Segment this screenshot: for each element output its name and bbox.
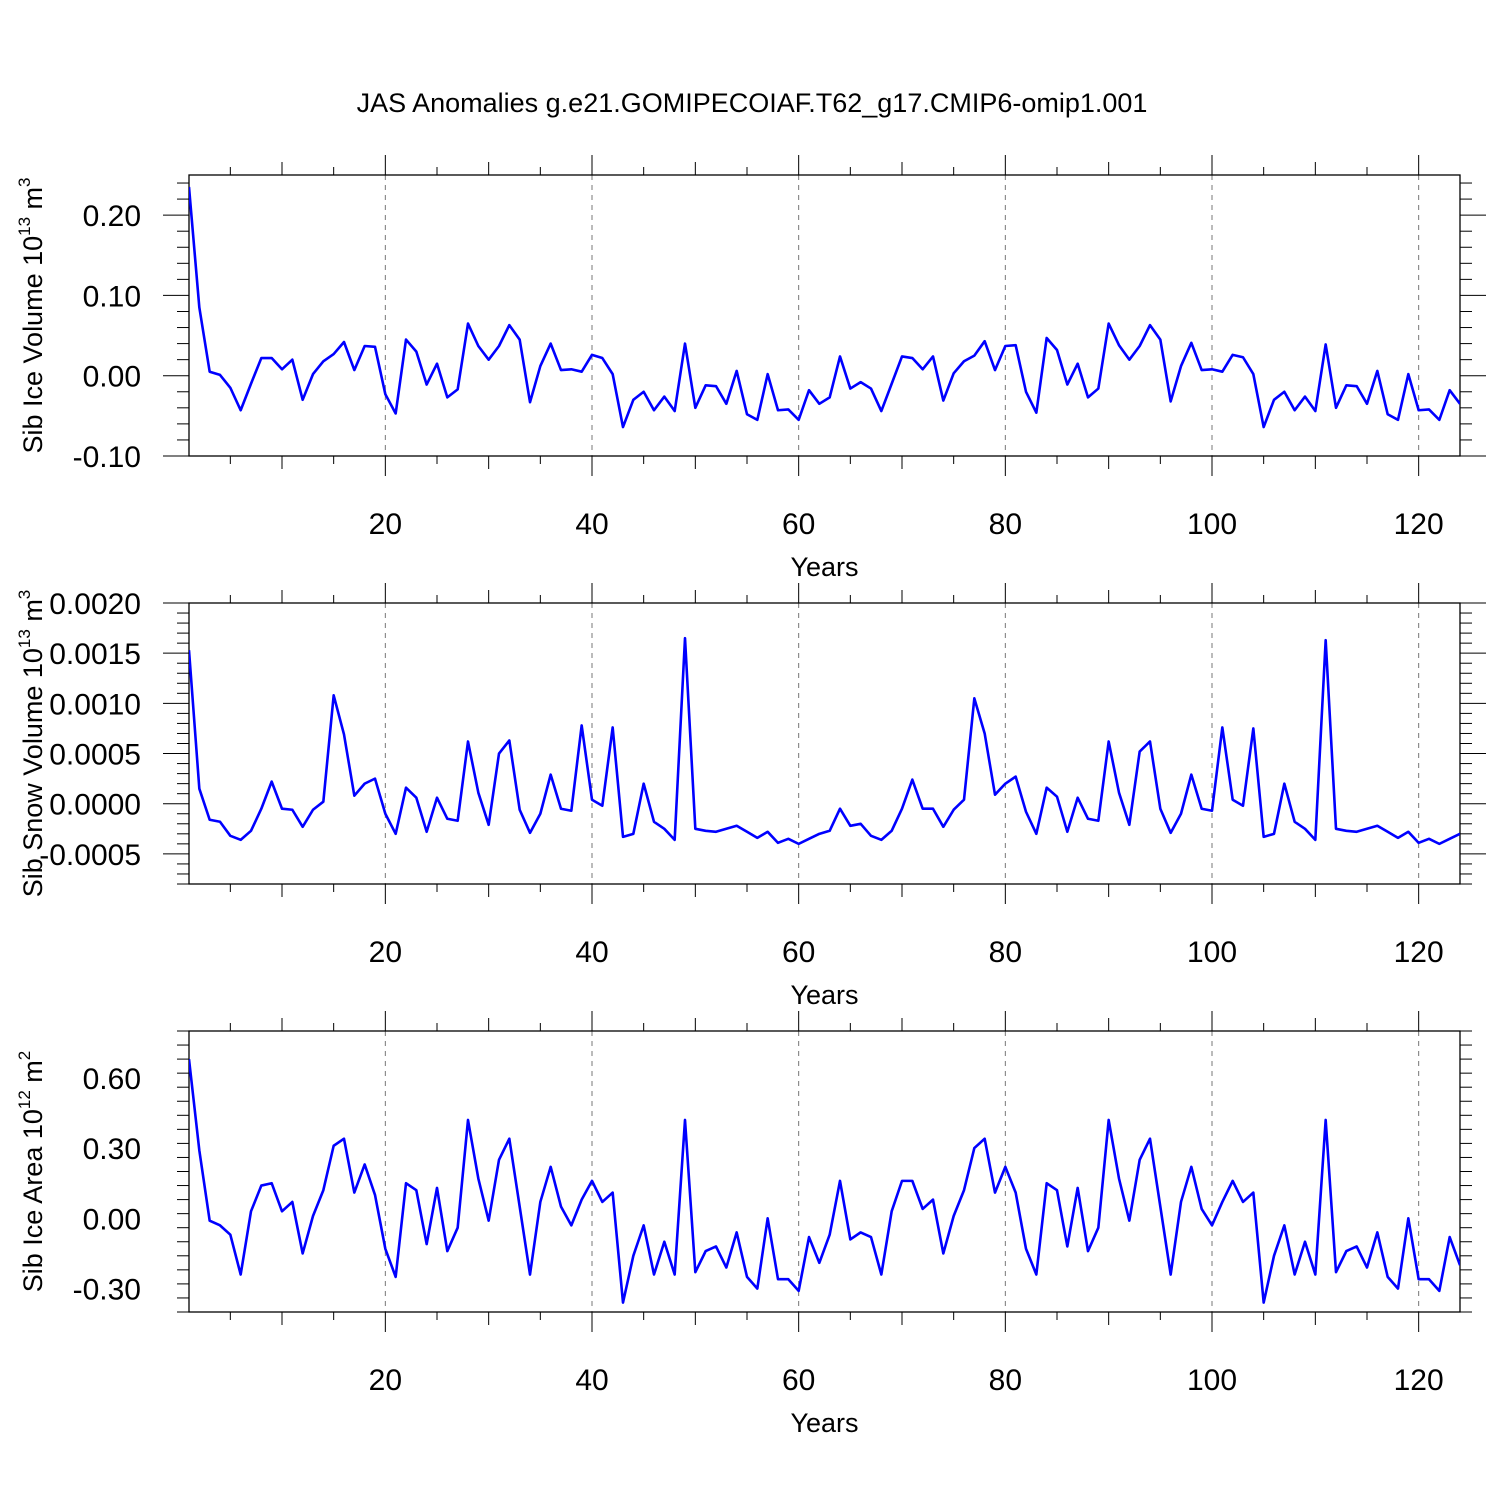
y-tick-label: 0.10 (83, 280, 141, 313)
y-tick-label: 0.0010 (49, 688, 141, 721)
y-label-main: Sib Ice Volume 10 (18, 236, 48, 454)
y-axis-label: Sib Ice Volume 1013 m3 (15, 177, 48, 453)
x-tick-label: 40 (575, 1364, 608, 1397)
y-label-exponent: 13 (15, 217, 34, 236)
x-tick-label: 100 (1187, 936, 1237, 969)
y-label-unit: m (18, 599, 48, 629)
y-axis-label: Sib Snow Volume 1013 m3 (15, 590, 48, 898)
x-tick-label: 40 (575, 508, 608, 541)
x-tick-label: 120 (1394, 1364, 1444, 1397)
x-tick-label: 60 (782, 1364, 815, 1397)
series-line (189, 636, 1460, 846)
x-tick-label: 120 (1394, 508, 1444, 541)
x-tick-label: 20 (369, 508, 402, 541)
y-label-exponent: 13 (15, 629, 34, 648)
y-label-exponent: 12 (15, 1090, 34, 1109)
x-tick-label: 80 (989, 508, 1022, 541)
y-tick-label: 0.0005 (49, 739, 141, 772)
x-tick-label: 20 (369, 936, 402, 969)
plot-frame (188, 1030, 1461, 1313)
plot-frame (188, 174, 1461, 457)
y-tick-label: 0.0000 (49, 789, 141, 822)
y-tick-label: -0.0005 (39, 839, 141, 872)
y-label-unit-exponent: 2 (15, 1051, 34, 1060)
x-tick-label: 60 (782, 508, 815, 541)
x-axis-label: Years (790, 980, 858, 1010)
x-tick-label: 100 (1187, 1364, 1237, 1397)
y-tick-label: 0.60 (83, 1063, 141, 1096)
x-tick-label: 100 (1187, 508, 1237, 541)
x-axis-label: Years (790, 1408, 858, 1438)
y-tick-label: -0.30 (73, 1274, 141, 1307)
y-tick-label: -0.10 (73, 441, 141, 474)
plot-frame (188, 602, 1461, 885)
series-line (189, 1058, 1460, 1304)
y-tick-label: 0.20 (83, 200, 141, 233)
figure-title: JAS Anomalies g.e21.GOMIPECOIAF.T62_g17.… (357, 88, 1148, 118)
y-tick-label: 0.00 (83, 1203, 141, 1236)
y-axis-label: Sib Ice Area 1012 m2 (15, 1051, 48, 1293)
panel-snow-volume: -0.0005 0.0000 0.0005 0.0010 0.0015 0.0020 20 4… (15, 583, 1486, 1010)
panel-ice-volume: -0.10 0.00 0.10 0.20 20 40 60 80 100 120 Years Sib … (15, 155, 1486, 582)
panel-ice-area: -0.30 0.00 0.30 0.60 20 40 60 80 100 120 Years Sib … (15, 1011, 1472, 1438)
x-tick-label: 80 (989, 1364, 1022, 1397)
x-tick-label: 40 (575, 936, 608, 969)
y-label-main: Sib Snow Volume 10 (18, 648, 48, 897)
x-tick-label: 60 (782, 936, 815, 969)
x-axis-label: Years (790, 552, 858, 582)
y-label-unit: m (18, 187, 48, 217)
x-tick-label: 80 (989, 936, 1022, 969)
x-tick-label: 120 (1394, 936, 1444, 969)
x-tick-label: 20 (369, 1364, 402, 1397)
y-tick-label: 0.0020 (49, 588, 141, 621)
y-label-unit-exponent: 3 (15, 177, 34, 186)
y-tick-label: 0.00 (83, 361, 141, 394)
y-label-unit: m (18, 1060, 48, 1090)
y-label-main: Sib Ice Area 10 (18, 1109, 48, 1292)
y-label-unit-exponent: 3 (15, 590, 34, 599)
y-tick-label: 0.30 (83, 1133, 141, 1166)
y-tick-label: 0.0015 (49, 638, 141, 671)
series-line (189, 186, 1460, 429)
